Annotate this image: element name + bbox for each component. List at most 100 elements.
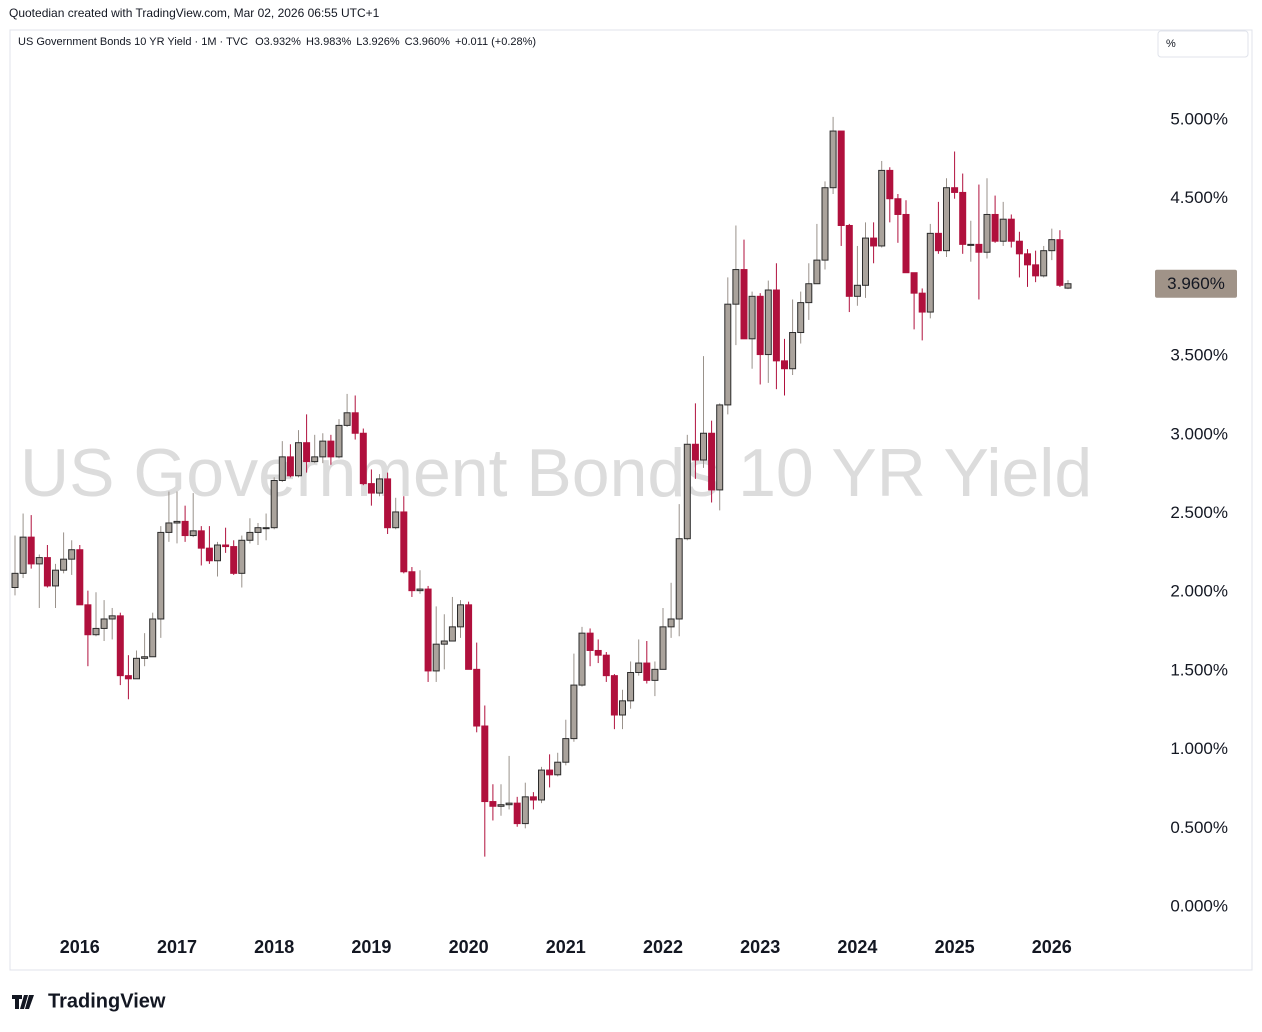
- x-tick-label: 2018: [254, 937, 294, 957]
- y-tick-label: 5.000%: [1170, 110, 1228, 129]
- candle-body: [246, 531, 254, 541]
- legend: US Government Bonds 10 YR Yield · 1M · T…: [18, 36, 536, 48]
- candle-body: [700, 432, 707, 461]
- candle-body: [570, 684, 578, 740]
- legend-item: L3.926%: [356, 36, 400, 48]
- candle-body: [286, 456, 294, 477]
- candle-body: [934, 232, 942, 252]
- candle-body: [1007, 218, 1015, 242]
- candle-body: [359, 432, 367, 485]
- candle-body: [732, 269, 740, 305]
- y-tick-label: 2.000%: [1170, 582, 1228, 601]
- candle-body: [894, 198, 902, 215]
- candle-body: [683, 443, 691, 540]
- legend-item: US Government Bonds 10 YR Yield · 1M · T…: [18, 36, 248, 48]
- candle-body: [173, 520, 181, 524]
- candle-body: [878, 169, 886, 247]
- candle-body: [295, 442, 302, 477]
- candle-body: [805, 283, 813, 304]
- y-tick-label: 0.000%: [1170, 897, 1228, 916]
- candle-body: [845, 224, 853, 297]
- candle-body: [853, 284, 861, 297]
- candle-body: [991, 213, 999, 242]
- candle-body: [1056, 239, 1064, 286]
- candle-body: [481, 725, 489, 803]
- y-tick-label: 4.500%: [1170, 188, 1228, 207]
- candle-body: [440, 640, 448, 645]
- candle-body: [538, 769, 545, 801]
- candle-body: [270, 479, 278, 529]
- scale-box[interactable]: [1157, 30, 1249, 58]
- candle-body: [594, 649, 602, 656]
- candle-body: [335, 424, 343, 458]
- candle-body: [367, 483, 375, 494]
- candle-body: [821, 187, 829, 261]
- legend-item: C3.960%: [405, 36, 450, 48]
- candle-body: [781, 360, 788, 370]
- candle-body: [189, 530, 197, 537]
- candle-body: [278, 456, 286, 481]
- candle-body: [870, 237, 878, 247]
- x-tick-label: 2025: [935, 937, 975, 957]
- candle-body: [813, 259, 821, 285]
- candle-body: [797, 302, 805, 334]
- candle-body: [84, 604, 92, 636]
- candle-body: [724, 303, 732, 406]
- candle-body: [238, 539, 246, 574]
- candle-body: [319, 440, 327, 458]
- candle-body: [748, 295, 756, 340]
- candle-body: [926, 232, 934, 313]
- candle-body: [311, 456, 319, 463]
- candle-body: [546, 769, 554, 776]
- candle-body: [448, 626, 456, 642]
- candle-body: [408, 571, 416, 592]
- candle-body: [943, 187, 950, 252]
- y-tick-label: 3.500%: [1170, 346, 1228, 365]
- logo-text: TradingView: [48, 990, 166, 1012]
- candle-body: [643, 662, 651, 681]
- candle-body: [627, 671, 635, 702]
- candle-body: [554, 761, 562, 776]
- candle-body: [675, 538, 683, 620]
- candle-body: [149, 618, 157, 658]
- candle-body: [610, 675, 618, 716]
- candle-body: [19, 536, 27, 574]
- x-tick-label: 2019: [351, 937, 391, 957]
- candle-body: [740, 269, 748, 340]
- candle-body: [716, 404, 724, 491]
- candle-body: [43, 557, 51, 587]
- candle-body: [327, 440, 335, 458]
- legend-item: H3.983%: [306, 36, 351, 48]
- watermark: US Government Bonds 10 YR Yield: [20, 435, 1092, 511]
- candle-body: [343, 412, 351, 426]
- x-tick-label: 2020: [449, 937, 489, 957]
- candle-body: [659, 626, 667, 670]
- price-label: 3.960%: [1167, 274, 1225, 293]
- candle-body: [376, 478, 383, 494]
- credit: Quotedian created with TradingView.com, …: [9, 6, 380, 20]
- candle-body: [432, 643, 440, 672]
- candle-body: [303, 442, 311, 463]
- candle-body: [222, 544, 230, 548]
- candle-body: [165, 522, 173, 533]
- candle-body: [967, 243, 975, 246]
- candle-body: [68, 549, 76, 560]
- candle-body: [116, 615, 124, 677]
- candle-body: [619, 700, 626, 716]
- candle-body: [52, 569, 59, 587]
- scale-box-label[interactable]: %: [1166, 38, 1176, 50]
- candle-body: [92, 627, 100, 636]
- candle-body: [157, 531, 165, 620]
- x-tick-label: 2026: [1032, 937, 1072, 957]
- candle-body: [521, 796, 529, 825]
- candle-body: [902, 213, 910, 274]
- candle-body: [651, 668, 659, 681]
- x-tick-label: 2016: [60, 937, 100, 957]
- candle-body: [602, 654, 610, 677]
- y-tick-label: 1.000%: [1170, 739, 1228, 758]
- candle-body: [141, 656, 149, 659]
- candle-body: [424, 588, 432, 672]
- x-tick-label: 2017: [157, 937, 197, 957]
- candle-body: [708, 432, 716, 491]
